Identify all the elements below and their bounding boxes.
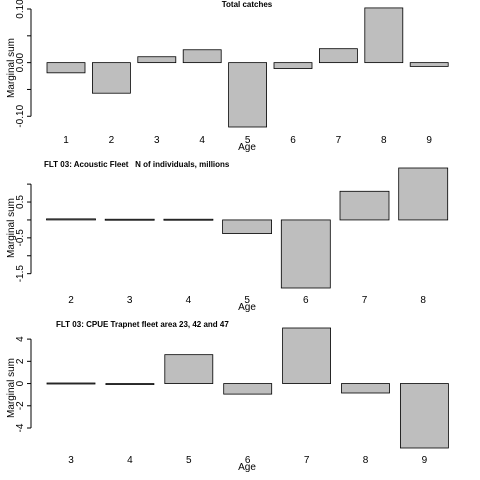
y-axis-label: Marginal sum — [6, 358, 17, 418]
x-tick-label: 9 — [426, 135, 432, 146]
x-tick-label: 8 — [420, 295, 426, 306]
panel-total-catches: Total catches Marginal sum Age -0.10 0.00… — [6, 0, 449, 153]
x-tick-label: 6 — [290, 135, 296, 146]
bar — [163, 218, 214, 221]
y-tick-label: -0.10 — [15, 104, 26, 127]
y-tick-label: 0.00 — [15, 52, 26, 72]
x-tick-label: 5 — [245, 135, 251, 146]
x-tick-label: 8 — [381, 135, 387, 146]
x-tick-label: 3 — [68, 455, 74, 466]
bar — [46, 218, 96, 221]
x-tick-label: 6 — [245, 455, 251, 466]
x-tick-label: 5 — [244, 295, 250, 306]
x-axis-label: Age — [238, 302, 256, 313]
bar — [364, 7, 404, 64]
x-tick-label: 2 — [68, 295, 74, 306]
x-tick-label: 8 — [363, 455, 369, 466]
panel-title: FLT 03: Acoustic Fleet N of individuals,… — [44, 160, 230, 169]
bar — [223, 383, 273, 395]
x-tick-label: 3 — [154, 135, 160, 146]
x-tick-label: 4 — [199, 135, 205, 146]
x-tick-label: 3 — [127, 295, 133, 306]
bar — [46, 62, 86, 74]
bar — [409, 62, 449, 67]
bar — [46, 382, 96, 385]
panel-cpue-trapnet: FLT 03: CPUE Trapnet fleet area 23, 42 a… — [6, 320, 449, 473]
x-axis-label: Age — [238, 142, 256, 153]
bar — [318, 48, 358, 64]
x-tick-label: 7 — [304, 455, 310, 466]
bar — [104, 218, 155, 221]
y-axis-label: Marginal sum — [6, 198, 17, 258]
panel-title: Total catches — [222, 0, 273, 9]
bar — [399, 383, 449, 449]
y-tick-label: -2 — [15, 401, 26, 410]
x-tick-label: 6 — [303, 295, 309, 306]
y-axis-label: Marginal sum — [6, 38, 17, 98]
bar — [182, 49, 222, 64]
bar — [92, 62, 131, 94]
x-tick-label: 7 — [336, 135, 342, 146]
bar — [228, 62, 268, 128]
y-tick-label: -1.5 — [15, 265, 26, 283]
y-tick-label: 0.5 — [15, 195, 26, 209]
x-tick-label: 5 — [186, 455, 192, 466]
bar — [105, 383, 155, 385]
bar — [341, 383, 390, 394]
y-tick-label: 0.10 — [15, 0, 26, 19]
y-tick-label: 0 — [15, 380, 26, 386]
x-tick-label: 2 — [109, 135, 115, 146]
x-tick-label: 7 — [362, 295, 368, 306]
bar — [273, 62, 313, 69]
x-axis-label: Age — [238, 462, 256, 473]
bar — [398, 167, 449, 221]
bar — [222, 219, 273, 234]
panel-acoustic-fleet: FLT 03: Acoustic Fleet N of individuals,… — [6, 160, 449, 313]
x-tick-label: 1 — [63, 135, 69, 146]
y-tick-label: 4 — [15, 336, 26, 342]
bar — [282, 327, 332, 384]
bar — [280, 219, 331, 289]
x-tick-label: 9 — [422, 455, 428, 466]
y-tick-label: -4 — [15, 423, 26, 432]
bar — [164, 354, 214, 384]
bar — [339, 190, 390, 221]
x-tick-label: 4 — [127, 455, 133, 466]
x-tick-label: 4 — [186, 295, 192, 306]
y-tick-label: -0.5 — [15, 229, 26, 247]
y-tick-label: 2 — [15, 358, 26, 364]
bar — [137, 56, 177, 64]
panel-title: FLT 03: CPUE Trapnet fleet area 23, 42 a… — [56, 320, 229, 329]
